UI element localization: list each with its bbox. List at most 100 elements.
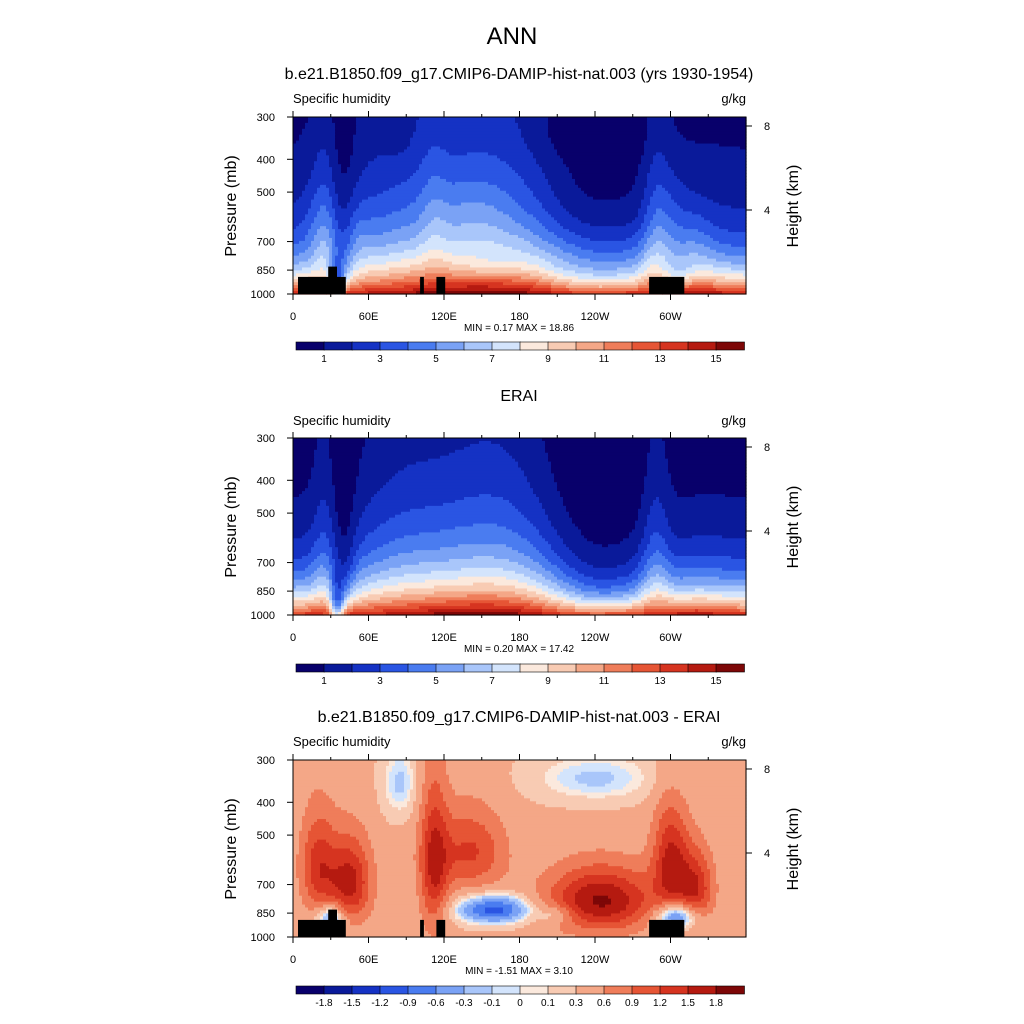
y-tick-label: 1000 <box>251 932 275 944</box>
contour-band <box>329 588 333 592</box>
contour-band <box>359 544 384 548</box>
contour-band <box>569 514 639 519</box>
contour-band <box>299 240 312 245</box>
contour-band <box>335 499 354 504</box>
contour-band <box>338 193 354 198</box>
contour-band <box>704 833 747 838</box>
colorbar-label: 9 <box>545 676 551 687</box>
contour-band <box>461 898 468 903</box>
contour-band <box>581 866 624 870</box>
contour-band <box>293 264 312 269</box>
y-tick-label: 850 <box>257 908 275 920</box>
contour-band <box>332 205 342 210</box>
contour-band <box>674 597 693 601</box>
contour-band <box>518 464 552 469</box>
contour-band <box>557 609 576 613</box>
colorbar-swatch <box>323 663 353 673</box>
contour-band <box>365 508 411 513</box>
contour-band <box>656 187 666 192</box>
contour-band <box>692 535 723 539</box>
contour-band <box>443 199 516 204</box>
contour-band <box>308 836 357 841</box>
contour-band <box>383 585 435 590</box>
contour-band <box>563 499 642 504</box>
contour-band <box>527 904 531 909</box>
contour-band <box>665 449 747 454</box>
contour-band <box>404 821 417 826</box>
x-tick-label: 120W <box>581 632 610 644</box>
contour-band <box>416 886 423 891</box>
contour-band <box>719 576 747 581</box>
contour-band <box>452 273 531 277</box>
contour-band <box>410 774 414 779</box>
contour-band <box>329 594 333 598</box>
contour-band <box>509 845 645 850</box>
contour-band <box>356 529 375 533</box>
contour-band <box>509 866 549 870</box>
contour-band <box>437 883 444 888</box>
contour-band <box>311 240 321 245</box>
contour-band <box>509 842 648 847</box>
contour-band <box>710 886 720 891</box>
contour-band <box>521 128 549 133</box>
contour-band <box>680 205 732 210</box>
contour-band <box>404 573 525 578</box>
contour-band <box>335 143 354 148</box>
contour-band <box>431 783 441 788</box>
contour-band <box>446 857 477 861</box>
contour-band <box>707 839 747 844</box>
contour-band <box>593 863 609 867</box>
contour-band <box>359 520 387 525</box>
contour-band <box>512 854 570 858</box>
contour-band <box>626 892 645 897</box>
contour-band <box>545 538 564 542</box>
contour-band <box>647 570 669 575</box>
contour-band <box>386 792 393 796</box>
contour-band <box>359 523 381 528</box>
contour-band <box>320 553 327 557</box>
contour-band <box>311 226 321 230</box>
contour-band <box>362 455 441 460</box>
contour-band <box>662 866 690 870</box>
contour-band <box>476 904 513 909</box>
contour-band <box>641 223 651 227</box>
x-tick-label: 60E <box>359 311 379 323</box>
contour-band <box>293 497 336 501</box>
contour-band <box>386 612 435 616</box>
contour-band <box>668 458 747 463</box>
contour-band <box>548 128 648 133</box>
contour-band <box>671 550 747 554</box>
contour-band <box>692 282 714 286</box>
contour-band <box>416 845 420 850</box>
contour-band <box>359 857 366 861</box>
contour-band <box>317 839 327 844</box>
contour-band <box>293 777 375 782</box>
contour-band <box>416 830 423 835</box>
contour-band <box>629 588 639 592</box>
contour-band <box>299 883 306 888</box>
contour-band <box>374 765 387 770</box>
contour-band <box>383 485 531 489</box>
contour-band <box>323 789 378 794</box>
contour-band <box>329 446 363 451</box>
contour-band <box>578 276 630 280</box>
contour-band <box>641 541 651 545</box>
contour-band <box>638 211 648 215</box>
contour-band <box>626 768 642 773</box>
contour-band <box>329 211 336 215</box>
contour-band <box>605 848 645 853</box>
contour-band <box>320 532 327 536</box>
contour-band <box>476 895 483 900</box>
contour-band <box>512 217 537 221</box>
contour-band <box>332 603 336 607</box>
contour-band <box>458 901 462 906</box>
contour-band <box>371 842 417 847</box>
contour-band <box>542 438 651 442</box>
contour-band <box>362 541 390 545</box>
contour-band <box>293 461 315 466</box>
contour-band <box>410 780 414 785</box>
contour-band <box>695 857 705 861</box>
contour-band <box>335 585 339 590</box>
contour-band <box>425 771 447 776</box>
y-tick-label: 1000 <box>251 289 275 301</box>
